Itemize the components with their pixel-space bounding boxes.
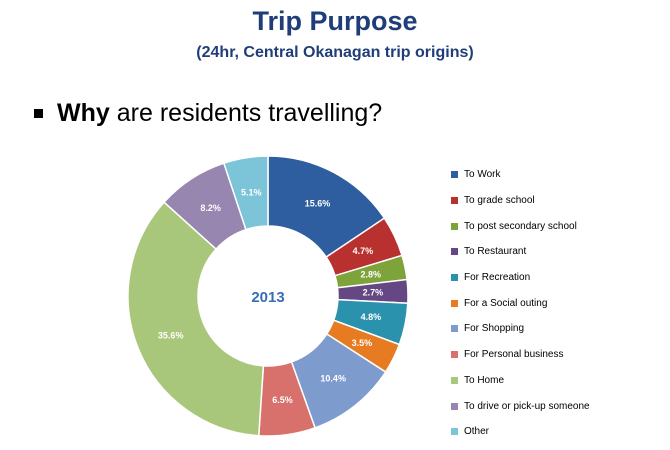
legend-item: For a Social outing — [451, 290, 590, 316]
slice-data-label: 4.7% — [353, 246, 374, 256]
legend-swatch — [451, 299, 458, 307]
legend-swatch — [451, 274, 458, 282]
bullet-bold-text: Why — [57, 99, 110, 127]
legend-swatch — [451, 197, 458, 205]
chart-legend: To Work To grade school To post secondary … — [451, 162, 590, 445]
legend-label: To Restaurant — [464, 246, 527, 258]
legend-label: To Work — [464, 169, 501, 181]
legend-item: To Work — [451, 162, 590, 188]
bullet-icon — [34, 109, 43, 118]
legend-item: For Shopping — [451, 316, 590, 342]
slice-data-label: 4.8% — [361, 312, 382, 322]
bullet-text: are residents travelling? — [116, 99, 383, 127]
legend-item: For Personal business — [451, 342, 590, 368]
slice-data-label: 10.4% — [320, 373, 346, 383]
legend-label: To grade school — [464, 195, 535, 207]
legend-label: For Personal business — [464, 349, 564, 361]
legend-swatch — [451, 402, 458, 410]
slice-data-label: 2.7% — [363, 288, 384, 298]
slice-data-label: 8.2% — [200, 203, 221, 213]
legend-swatch — [451, 351, 458, 359]
slice-data-label: 3.5% — [352, 338, 373, 348]
legend-label: To Home — [464, 374, 505, 386]
legend-item: To Home — [451, 368, 590, 394]
legend-label: To post secondary school — [464, 220, 577, 232]
slice-data-label: 6.5% — [272, 395, 293, 405]
donut-slice — [127, 201, 265, 437]
chart-subtitle: (24hr, Central Okanagan trip origins) — [196, 44, 474, 61]
slice-data-label: 35.6% — [158, 330, 184, 340]
legend-swatch — [451, 222, 458, 230]
legend-item: To Restaurant — [451, 239, 590, 265]
legend-item: To grade school — [451, 188, 590, 214]
legend-label: For Shopping — [464, 323, 525, 335]
legend-label: For a Social outing — [464, 297, 548, 309]
legend-item: To drive or pick-up someone — [451, 393, 590, 419]
legend-label: For Recreation — [464, 272, 531, 284]
legend-swatch — [451, 376, 458, 384]
legend-swatch — [451, 325, 458, 333]
legend-item: To post secondary school — [451, 213, 590, 239]
legend-item: For Recreation — [451, 265, 590, 291]
legend-item: Other — [451, 419, 590, 445]
legend-label: To drive or pick-up someone — [464, 400, 590, 412]
legend-label: Other — [464, 426, 490, 438]
legend-swatch — [451, 428, 458, 436]
slice-data-label: 5.1% — [241, 187, 262, 197]
legend-swatch — [451, 248, 458, 256]
chart-title: Trip Purpose — [252, 6, 418, 36]
legend-swatch — [451, 171, 458, 179]
slice-data-label: 15.6% — [305, 198, 331, 208]
donut-center-label: 2013 — [251, 289, 284, 306]
donut-slice — [222, 155, 269, 231]
slice-data-label: 2.8% — [361, 270, 382, 280]
bullet-question: Why are residents travelling? — [34, 99, 382, 128]
